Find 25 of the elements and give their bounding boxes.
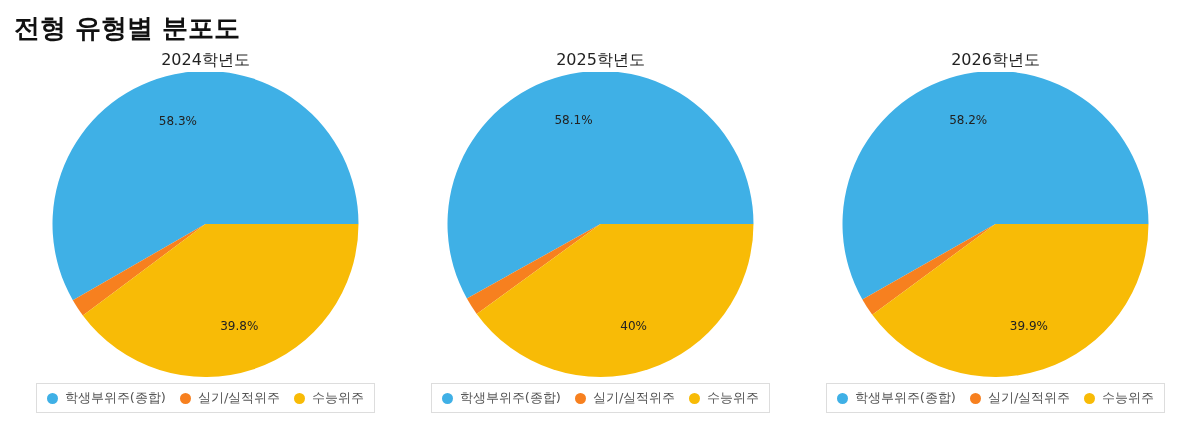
legend-label: 학생부위주(종합) (458, 389, 561, 407)
data-label: 40% (620, 318, 647, 333)
pie-slice (82, 224, 359, 377)
legend-label: 실기/실적위주 (196, 389, 281, 407)
pie-slice (447, 72, 754, 299)
chart-subtitle: 2024학년도 (161, 49, 250, 71)
chart-subtitle: 2025학년도 (556, 49, 645, 71)
legend-label: 수능위주 (311, 389, 365, 407)
chart-title: 전형 유형별 분포도 (13, 12, 242, 45)
data-label: 58.3% (158, 113, 197, 128)
data-label: 58.1% (554, 113, 593, 128)
pie-slice (52, 72, 359, 301)
chart-subtitle: 2026학년도 (951, 49, 1040, 71)
data-label: 39.9% (1009, 318, 1048, 333)
legend-label: 학생부위주(종합) (63, 389, 166, 407)
data-label: 39.8% (220, 318, 259, 333)
pie-slice (842, 72, 1149, 300)
legend-label: 실기/실적위주 (591, 389, 676, 407)
data-label: 58.2% (949, 113, 988, 128)
legend-label: 수능위주 (1101, 389, 1155, 407)
legend-label: 학생부위주(종합) (853, 389, 956, 407)
pie-slice (872, 224, 1149, 377)
pie-slice (476, 224, 754, 377)
legend-label: 실기/실적위주 (986, 389, 1071, 407)
legend-label: 수능위주 (706, 389, 760, 407)
